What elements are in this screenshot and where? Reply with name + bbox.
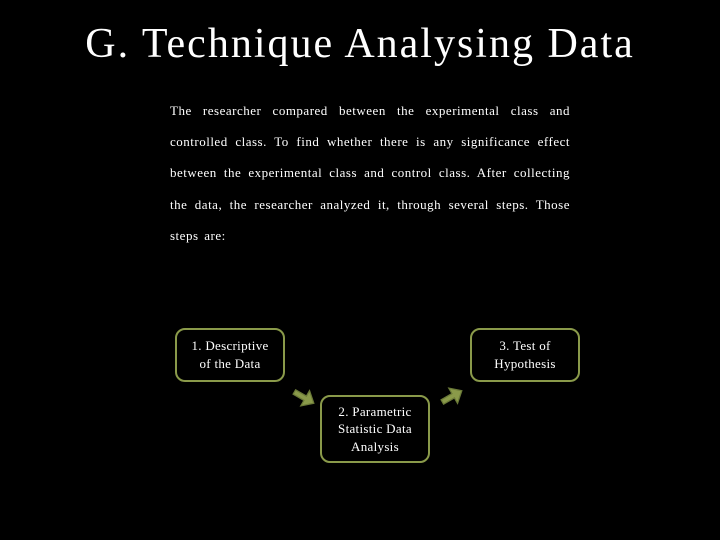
step-label: 2. Parametric Statistic Data Analysis bbox=[332, 403, 418, 456]
step-box-1: 1. Descriptive of the Data bbox=[175, 328, 285, 382]
step-label: 3. Test of Hypothesis bbox=[482, 337, 568, 372]
steps-diagram: 1. Descriptive of the Data 2. Parametric… bbox=[0, 320, 720, 520]
step-box-2: 2. Parametric Statistic Data Analysis bbox=[320, 395, 430, 463]
arrow-icon bbox=[431, 377, 472, 418]
step-box-3: 3. Test of Hypothesis bbox=[470, 328, 580, 382]
body-paragraph: The researcher compared between the expe… bbox=[170, 95, 570, 251]
step-label: 1. Descriptive of the Data bbox=[187, 337, 273, 372]
arrow-icon bbox=[283, 377, 324, 418]
page-title: G. Technique Analysing Data bbox=[85, 20, 635, 68]
